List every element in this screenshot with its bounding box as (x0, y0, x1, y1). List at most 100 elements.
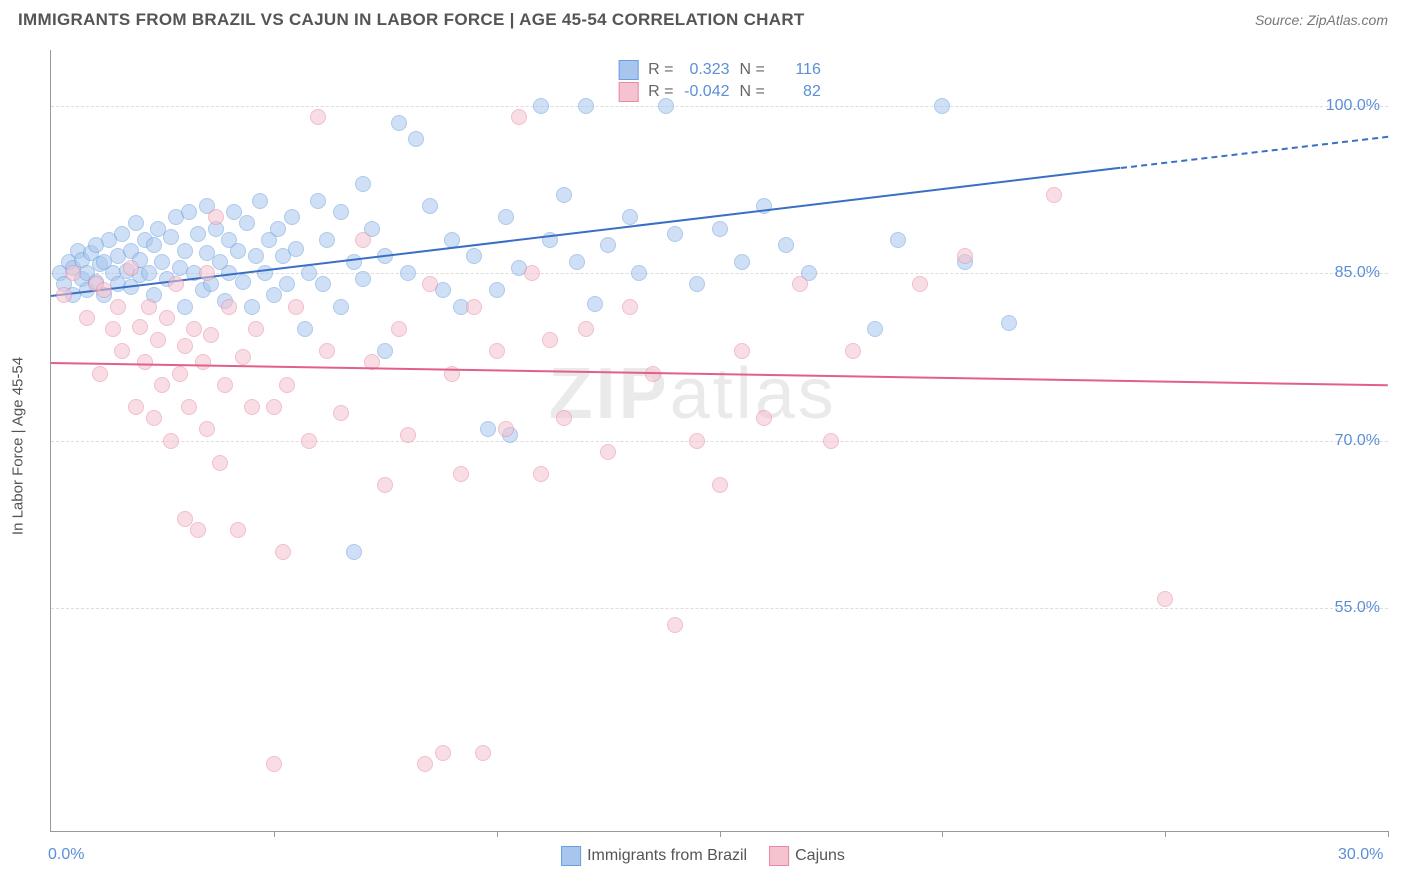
data-point (823, 433, 839, 449)
data-point (146, 237, 162, 253)
data-point (235, 274, 251, 290)
data-point (310, 109, 326, 125)
data-point (288, 241, 304, 257)
data-point (79, 310, 95, 326)
y-tick-label: 100.0% (1326, 97, 1380, 115)
x-tick (720, 831, 721, 837)
data-point (199, 421, 215, 437)
data-point (466, 299, 482, 315)
data-point (734, 343, 750, 359)
data-point (778, 237, 794, 253)
data-point (912, 276, 928, 292)
data-point (56, 287, 72, 303)
data-point (284, 209, 300, 225)
plot-region: ZIPatlas R =0.323N =116R =-0.042N =82 55… (50, 50, 1388, 832)
y-tick-label: 85.0% (1335, 264, 1380, 282)
data-point (346, 254, 362, 270)
data-point (172, 366, 188, 382)
trend-line-extrapolated (1120, 136, 1388, 169)
data-point (400, 427, 416, 443)
data-point (658, 98, 674, 114)
data-point (257, 265, 273, 281)
data-point (235, 349, 251, 365)
data-point (408, 131, 424, 147)
data-point (301, 265, 317, 281)
data-point (168, 276, 184, 292)
data-point (475, 745, 491, 761)
data-point (141, 265, 157, 281)
x-axis-max-label: 30.0% (1338, 846, 1383, 864)
data-point (163, 229, 179, 245)
y-axis-title: In Labor Force | Age 45-54 (10, 357, 27, 535)
data-point (346, 544, 362, 560)
legend-label: Cajuns (795, 847, 845, 865)
data-point (1001, 315, 1017, 331)
data-point (355, 176, 371, 192)
chart-area: ZIPatlas R =0.323N =116R =-0.042N =82 55… (50, 50, 1388, 832)
source-label: Source: ZipAtlas.com (1255, 12, 1388, 28)
data-point (239, 215, 255, 231)
legend-swatch (618, 60, 638, 80)
data-point (792, 276, 808, 292)
data-point (190, 522, 206, 538)
data-point (712, 221, 728, 237)
series-legend: Immigrants from Brazil Cajuns (561, 846, 845, 866)
data-point (270, 221, 286, 237)
data-point (110, 299, 126, 315)
data-point (248, 248, 264, 264)
data-point (622, 209, 638, 225)
data-point (489, 282, 505, 298)
data-point (1157, 591, 1173, 607)
data-point (319, 232, 335, 248)
gridline (51, 441, 1388, 442)
data-point (297, 321, 313, 337)
data-point (266, 399, 282, 415)
y-tick-label: 70.0% (1335, 432, 1380, 450)
data-point (163, 433, 179, 449)
data-point (301, 433, 317, 449)
data-point (578, 98, 594, 114)
data-point (600, 444, 616, 460)
data-point (569, 254, 585, 270)
data-point (355, 271, 371, 287)
x-tick (1388, 831, 1389, 837)
data-point (128, 399, 144, 415)
data-point (195, 354, 211, 370)
r-value: -0.042 (680, 83, 730, 101)
stats-legend: R =0.323N =116R =-0.042N =82 (610, 54, 829, 108)
data-point (190, 226, 206, 242)
data-point (203, 327, 219, 343)
data-point (333, 405, 349, 421)
data-point (355, 232, 371, 248)
data-point (867, 321, 883, 337)
r-value: 0.323 (680, 61, 730, 79)
data-point (199, 265, 215, 281)
data-point (279, 377, 295, 393)
data-point (159, 310, 175, 326)
data-point (186, 321, 202, 337)
gridline (51, 273, 1388, 274)
x-axis-min-label: 0.0% (48, 846, 84, 864)
data-point (667, 226, 683, 242)
data-point (266, 756, 282, 772)
data-point (957, 248, 973, 264)
data-point (489, 343, 505, 359)
n-label: N = (740, 61, 765, 79)
data-point (622, 299, 638, 315)
data-point (288, 299, 304, 315)
data-point (114, 343, 130, 359)
data-point (230, 243, 246, 259)
data-point (132, 319, 148, 335)
data-point (221, 299, 237, 315)
data-point (92, 366, 108, 382)
data-point (667, 617, 683, 633)
data-point (435, 745, 451, 761)
data-point (689, 433, 705, 449)
data-point (391, 115, 407, 131)
stats-row: R =0.323N =116 (618, 60, 821, 80)
data-point (377, 477, 393, 493)
data-point (689, 276, 705, 292)
legend-label: Immigrants from Brazil (587, 847, 747, 865)
data-point (310, 193, 326, 209)
data-point (1046, 187, 1062, 203)
